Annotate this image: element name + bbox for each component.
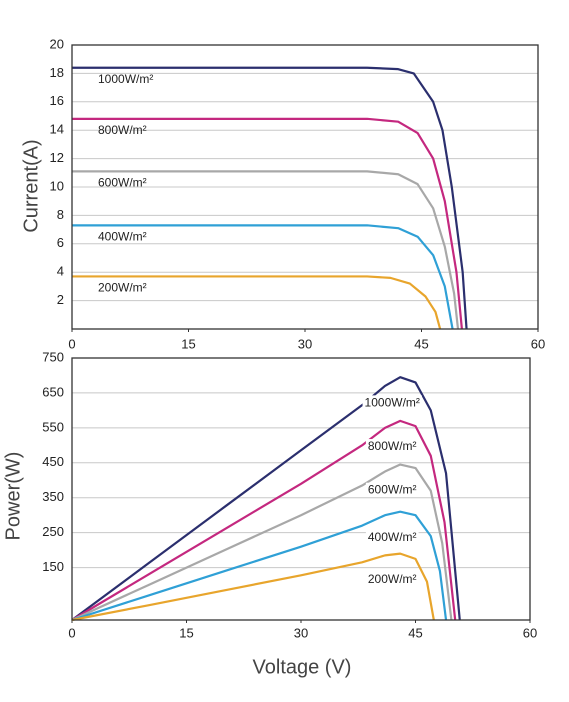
x-axis-title: Voltage (V): [253, 656, 352, 678]
x-tick-label: 30: [294, 625, 308, 640]
series-label: 200W/m²: [368, 572, 417, 586]
series-line: [72, 275, 442, 330]
x-tick-label: 45: [414, 336, 428, 351]
plot-frame: [71, 44, 539, 330]
x-tick-label: 0: [68, 625, 75, 640]
x-tick-label: 15: [181, 336, 195, 351]
y-tick-label: 550: [42, 419, 64, 434]
label-background: [365, 571, 419, 586]
label-background: [365, 439, 419, 454]
series-line: [72, 224, 454, 330]
y-tick-label: 150: [42, 559, 64, 574]
series-label: 400W/m²: [98, 230, 147, 244]
y-tick-label: 350: [42, 489, 64, 504]
y-tick-label: 16: [50, 93, 64, 108]
plot-background: [72, 358, 530, 620]
y-axis-title: Current(A): [20, 139, 42, 232]
series-label: 600W/m²: [98, 176, 147, 190]
x-tick-label: 15: [179, 625, 193, 640]
y-tick-label: 250: [42, 524, 64, 539]
label-background: [365, 529, 419, 544]
y-axis-title: Power(W): [2, 452, 24, 541]
x-tick-label: 60: [523, 625, 537, 640]
series-line: [72, 170, 460, 330]
x-tick-label: 45: [408, 625, 422, 640]
y-tick-label: 18: [50, 65, 64, 80]
y-tick-label: 20: [50, 36, 64, 51]
series-line: [71, 376, 461, 621]
series-label: 1000W/m²: [98, 72, 153, 86]
y-tick-label: 14: [50, 122, 64, 137]
y-tick-label: 450: [42, 454, 64, 469]
series-label: 800W/m²: [368, 439, 417, 453]
series-line: [71, 419, 457, 621]
y-tick-label: 12: [50, 150, 64, 165]
series-label: 400W/m²: [368, 530, 417, 544]
y-tick-label: 4: [57, 264, 64, 279]
x-tick-label: 60: [531, 336, 545, 351]
y-tick-label: 650: [42, 384, 64, 399]
y-tick-label: 8: [57, 207, 64, 222]
plot-frame: [71, 357, 531, 621]
y-tick-label: 2: [57, 292, 64, 307]
series-line: [71, 552, 435, 622]
series-label: 200W/m²: [98, 281, 147, 295]
y-tick-label: 10: [50, 178, 64, 193]
x-tick-label: 30: [298, 336, 312, 351]
label-background: [362, 395, 422, 410]
series-line: [72, 66, 468, 330]
y-tick-label: 750: [42, 349, 64, 364]
series-label: 1000W/m²: [365, 395, 420, 409]
series-line: [71, 510, 448, 622]
series-label: 800W/m²: [98, 123, 147, 137]
series-label: 600W/m²: [368, 483, 417, 497]
y-tick-label: 6: [57, 235, 64, 250]
series-line: [72, 117, 463, 330]
x-tick-label: 0: [68, 336, 75, 351]
series-line: [71, 463, 453, 622]
label-background: [365, 482, 419, 497]
